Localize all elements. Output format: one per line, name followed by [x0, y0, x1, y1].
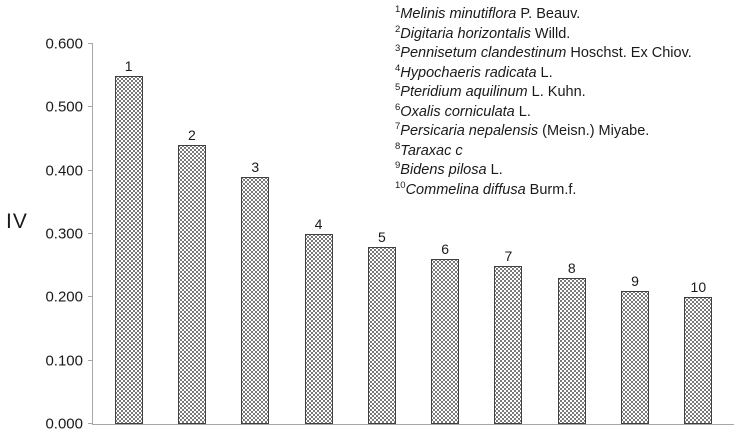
y-tick-mark: [88, 359, 93, 361]
legend-superscript: 5: [395, 82, 401, 94]
bar-group: 3: [224, 44, 287, 424]
legend-species-name: Commelina diffusa: [405, 181, 526, 198]
bar-value-label: 2: [188, 127, 196, 144]
legend-author: Willd.: [530, 25, 571, 42]
bar-value-label: 8: [567, 260, 576, 277]
legend-item: 1Melinis minutiflora P. Beauv.: [395, 5, 692, 25]
legend-item: 5Pteridium aquilinum L. Kuhn.: [395, 83, 692, 103]
bar: [114, 75, 143, 424]
bar: [684, 297, 713, 424]
y-tick-mark: [88, 106, 93, 108]
plot-area: 0.000 0.100 0.200 0.300 0.400 0.500 0.600 1 2 3 4…: [45, 36, 734, 433]
legend-author: L. Kuhn.: [527, 84, 586, 100]
bar-value-label: 4: [314, 216, 323, 232]
legend-species-name: Oxalis corniculata: [400, 103, 515, 120]
bar: [304, 234, 333, 424]
legend-superscript: 1: [395, 4, 401, 16]
y-axis-title: IV: [6, 210, 28, 233]
bar-value-label: 3: [251, 159, 260, 175]
y-tick-label: 0.600: [45, 35, 83, 53]
bar: [557, 278, 586, 424]
y-tick-label: 0.500: [45, 98, 83, 116]
bar-value-label: 1: [124, 57, 133, 74]
bar-value-label: 7: [504, 247, 513, 264]
bar-value-label: 10: [690, 279, 707, 296]
bar-group: 5: [350, 44, 413, 424]
bar-group: 4: [287, 44, 350, 424]
y-tick-mark: [88, 233, 93, 234]
bar-group: 10: [667, 44, 730, 424]
bar-value-label: 5: [377, 228, 386, 245]
legend-superscript: 10: [395, 179, 406, 191]
legend-item: 6Oxalis corniculata L.: [395, 101, 692, 123]
bar-group: 1: [97, 44, 160, 424]
y-tick-label: 0.000: [45, 415, 83, 433]
legend-item: 8Taraxac c: [395, 140, 692, 162]
legend-superscript: 6: [395, 101, 401, 113]
legend-item: 7Persicaria nepalensis (Meisn.) Miyabe.: [395, 122, 692, 142]
legend-author: Burm.f.: [525, 181, 577, 198]
legend-item: 2Digitaria horizontalis Willd.: [395, 23, 692, 45]
bars: 1 2 3 4 5 6 7 8 9 10: [93, 44, 734, 424]
y-tick-label: 0.300: [45, 225, 83, 243]
legend: 1Melinis minutiflora P. Beauv. 2Digitaria…: [395, 5, 692, 200]
bar-group: 9: [603, 44, 666, 424]
bar-group: 8: [540, 44, 603, 424]
bar: [177, 145, 206, 424]
bar: [431, 259, 460, 424]
legend-species-name: Taraxac c: [400, 142, 463, 159]
legend-superscript: 4: [395, 62, 401, 74]
legend-author: Hoschst. Ex Chiov.: [566, 45, 692, 61]
legend-species-name: Pennisetum clandestinum: [400, 45, 567, 61]
legend-species-name: Pteridium aquilinum: [400, 84, 528, 100]
y-tick-label: 0.400: [45, 162, 83, 180]
legend-species-name: Persicaria nepalensis: [400, 123, 539, 139]
legend-author: L.: [486, 162, 503, 178]
legend-superscript: 9: [395, 160, 401, 172]
bar-group: 6: [413, 44, 476, 424]
legend-superscript: 3: [395, 43, 401, 55]
legend-author: L.: [536, 64, 553, 81]
y-tick-mark: [88, 423, 93, 424]
legend-item: 3Pennisetum clandestinum Hoschst. Ex Chi…: [395, 44, 692, 64]
legend-species-name: Melinis minutiflora: [400, 6, 517, 22]
bar: [241, 177, 270, 424]
bar-value-label: 6: [441, 241, 450, 258]
y-tick-mark: [88, 43, 93, 44]
bar: [494, 265, 523, 424]
legend-author: L.: [514, 103, 531, 120]
legend-species-name: Bidens pilosa: [400, 162, 487, 178]
legend-author: P. Beauv.: [516, 6, 581, 22]
bar-group: 7: [477, 44, 540, 424]
legend-item: 4Hypochaeris radicata L.: [395, 62, 692, 84]
y-tick-label: 0.100: [45, 352, 83, 370]
y-tick-label: 0.200: [45, 288, 83, 306]
bar: [367, 246, 396, 424]
bar: [621, 291, 650, 424]
legend-superscript: 2: [395, 23, 401, 35]
legend-species-name: Hypochaeris radicata: [400, 64, 537, 81]
legend-superscript: 7: [395, 121, 401, 133]
bar-group: 2: [160, 44, 223, 424]
legend-item: 10Commelina diffusa Burm.f.: [395, 179, 692, 201]
legend-item: 9Bidens pilosa L.: [395, 161, 692, 181]
legend-author: (Meisn.) Miyabe.: [538, 123, 650, 139]
legend-species-name: Digitaria horizontalis: [400, 25, 531, 42]
y-tick-mark: [88, 296, 93, 298]
bar-value-label: 9: [631, 273, 639, 289]
y-tick-mark: [88, 169, 93, 171]
legend-superscript: 8: [395, 140, 401, 152]
